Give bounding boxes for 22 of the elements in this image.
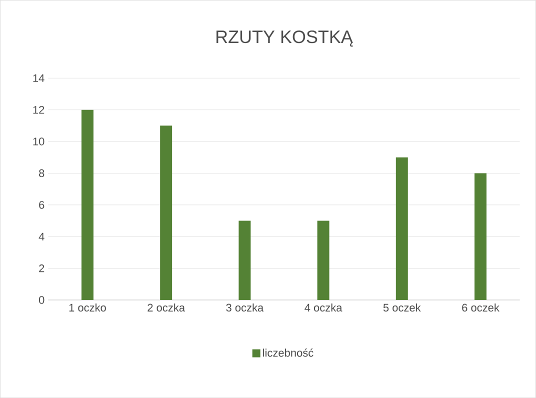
bar xyxy=(160,126,172,300)
x-tick-label: 1 oczko xyxy=(69,303,106,312)
y-tick-label: 14 xyxy=(33,74,44,82)
x-tick-label: 6 oczek xyxy=(462,303,500,312)
x-tick-label: 4 oczka xyxy=(304,303,342,312)
x-tick-label: 2 oczka xyxy=(148,303,186,312)
bar xyxy=(238,220,251,300)
bar xyxy=(474,173,487,300)
y-tick-label: 12 xyxy=(33,106,44,114)
y-tick-label: 10 xyxy=(33,138,44,146)
y-tick-label: 4 xyxy=(38,232,44,240)
legend-label: liczebność xyxy=(263,348,314,357)
bar xyxy=(317,220,330,300)
y-tick-label: 6 xyxy=(39,200,44,209)
x-tick-label: 3 oczka xyxy=(226,303,264,312)
x-tick-label: 5 oczek xyxy=(383,303,421,312)
y-tick-label: 0 xyxy=(38,296,44,304)
bar xyxy=(396,157,408,300)
y-tick-label: 8 xyxy=(39,169,44,178)
chart-title: RZUTY KOSTKĄ xyxy=(216,30,354,47)
y-tick-label: 2 xyxy=(39,264,44,272)
bar xyxy=(81,110,94,300)
